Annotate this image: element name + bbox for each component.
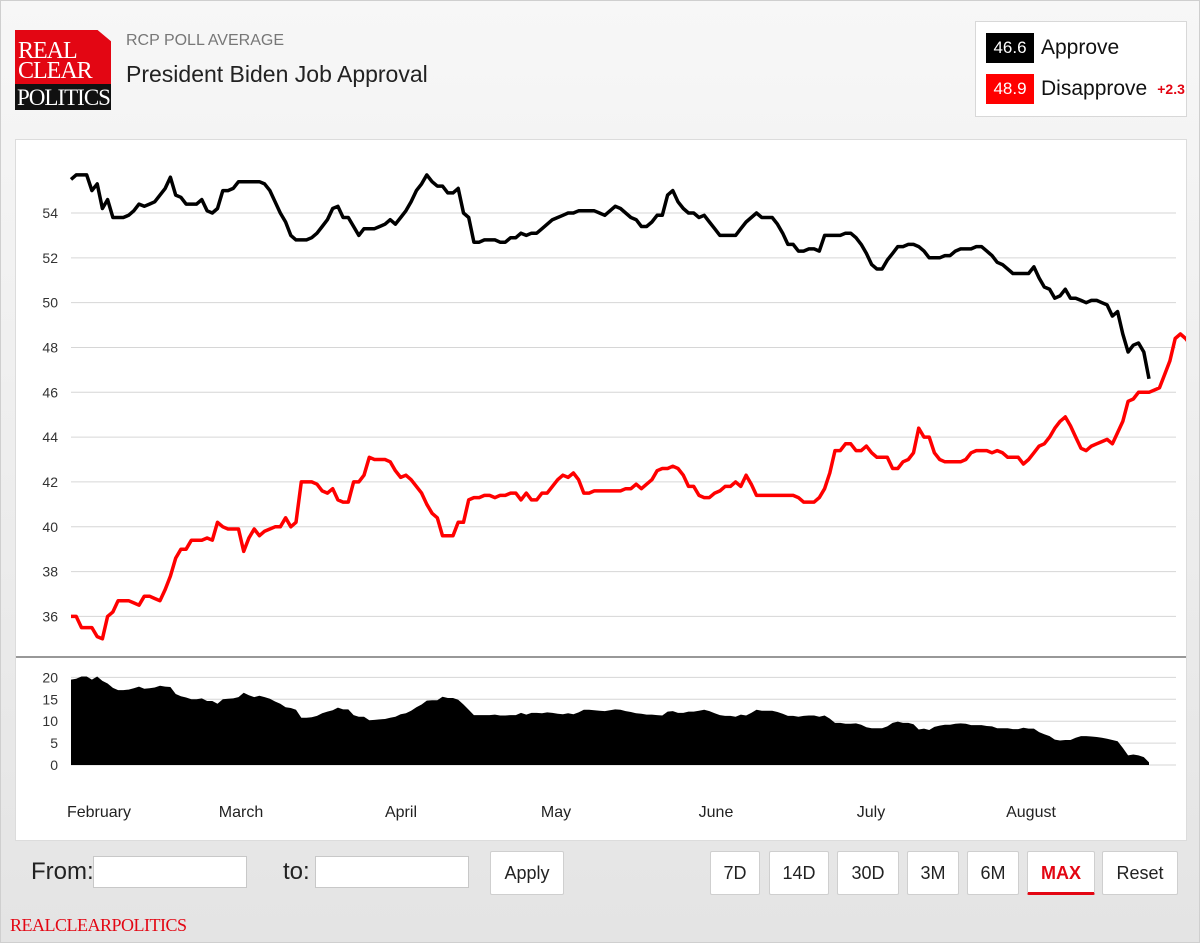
x-tick-label-february: February: [67, 804, 131, 821]
range-button-6m[interactable]: 6M: [967, 851, 1019, 895]
approve-label: Approve: [1041, 36, 1120, 59]
y-tick-label-38: 38: [42, 564, 58, 580]
legend-disapprove: 48.9 Disapprove +2.3: [986, 74, 1185, 104]
logo-line-2: CLEAR: [18, 58, 93, 84]
spread-value: +2.3: [1157, 81, 1185, 97]
range-button-14d[interactable]: 14D: [769, 851, 829, 895]
x-tick-label-april: April: [385, 804, 417, 821]
x-tick-label-june: June: [699, 804, 734, 821]
legend: 46.6 Approve 48.9 Disapprove +2.3: [975, 21, 1187, 117]
range-button-30d[interactable]: 30D: [837, 851, 899, 895]
spread-tick-label-10: 10: [42, 713, 58, 729]
disapprove-label: Disapprove: [1041, 77, 1148, 100]
y-tick-label-36: 36: [42, 608, 58, 624]
page-title: President Biden Job Approval: [126, 61, 428, 87]
range-button-7d[interactable]: 7D: [710, 851, 760, 895]
legend-approve: 46.6 Approve: [986, 33, 1119, 63]
to-label: to:: [283, 858, 310, 885]
spread-tick-label-20: 20: [42, 669, 58, 685]
reset-button[interactable]: Reset: [1102, 851, 1178, 895]
footer-brand: REALCLEARPOLITICS: [10, 915, 187, 935]
plot-area[interactable]: 36 38 40 42 44 46 48 50 52 54 0 5 10 15 20 February Marc…: [15, 139, 1187, 841]
rcp-logo: REAL CLEAR POLITICS: [15, 30, 111, 110]
logo-line-1: REAL: [18, 38, 78, 64]
approve-value: 46.6: [986, 33, 1034, 63]
range-button-max[interactable]: MAX: [1027, 851, 1095, 895]
spread-tick-label-5: 5: [50, 735, 58, 751]
from-date-input[interactable]: [93, 856, 247, 888]
x-tick-label-may: May: [541, 804, 571, 821]
y-tick-label-42: 42: [42, 474, 58, 490]
poll-chart-svg[interactable]: 36 38 40 42 44 46 48 50 52 54 0 5 10 15 20 February Marc…: [16, 140, 1186, 840]
y-tick-label-50: 50: [42, 295, 58, 311]
y-tick-label-46: 46: [42, 384, 58, 400]
logo-line-3: POLITICS: [15, 84, 111, 110]
y-tick-label-48: 48: [42, 339, 58, 355]
y-tick-label-40: 40: [42, 519, 58, 535]
y-tick-label-44: 44: [42, 429, 58, 445]
y-tick-label-52: 52: [42, 250, 58, 266]
apply-button[interactable]: Apply: [490, 851, 564, 895]
supertitle: RCP POLL AVERAGE: [126, 32, 284, 49]
series-line-approve: [69, 173, 1151, 380]
to-date-input[interactable]: [315, 856, 469, 888]
x-tick-label-march: March: [219, 804, 263, 821]
spread-tick-label-15: 15: [42, 691, 58, 707]
date-controls: From: to: Apply 7D 14D 30D 3M 6M MAX Reset: [15, 845, 1185, 905]
spread-tick-label-0: 0: [50, 757, 58, 773]
range-button-3m[interactable]: 3M: [907, 851, 959, 895]
x-tick-label-august: August: [1006, 804, 1056, 821]
spread-area-positive: [71, 676, 1149, 765]
from-label: From:: [31, 858, 94, 885]
y-tick-label-54: 54: [42, 205, 58, 221]
disapprove-value: 48.9: [986, 74, 1034, 104]
x-tick-label-july: July: [857, 804, 885, 821]
series-line-disapprove: [71, 332, 1186, 641]
